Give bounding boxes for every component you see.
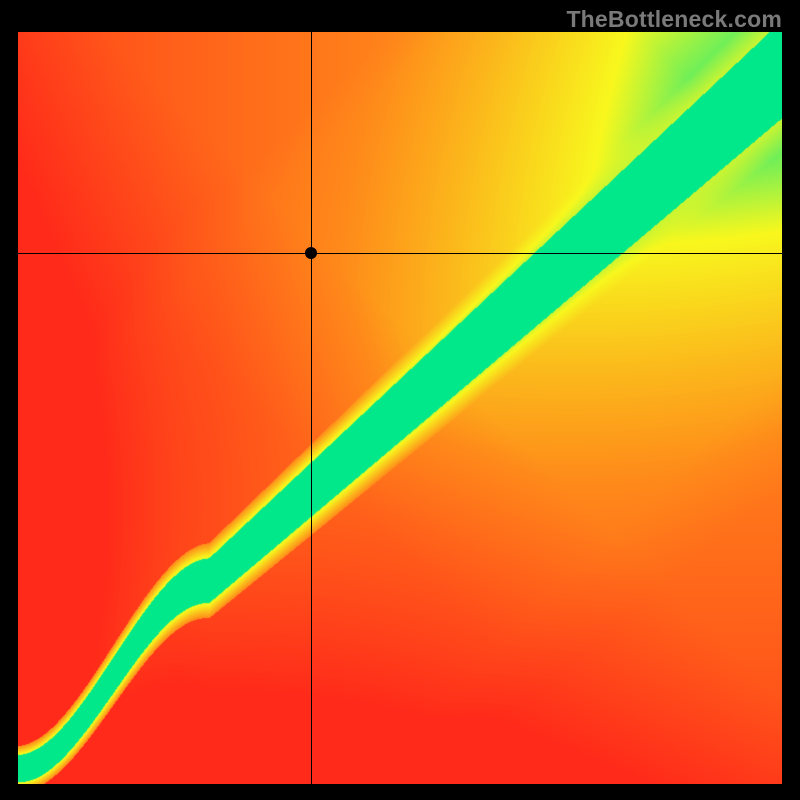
crosshair-horizontal bbox=[18, 253, 782, 254]
watermark-text: TheBottleneck.com bbox=[566, 6, 782, 33]
heatmap-canvas bbox=[18, 32, 782, 784]
crosshair-marker bbox=[305, 247, 317, 259]
heatmap-plot bbox=[18, 32, 782, 784]
crosshair-vertical bbox=[311, 32, 312, 784]
